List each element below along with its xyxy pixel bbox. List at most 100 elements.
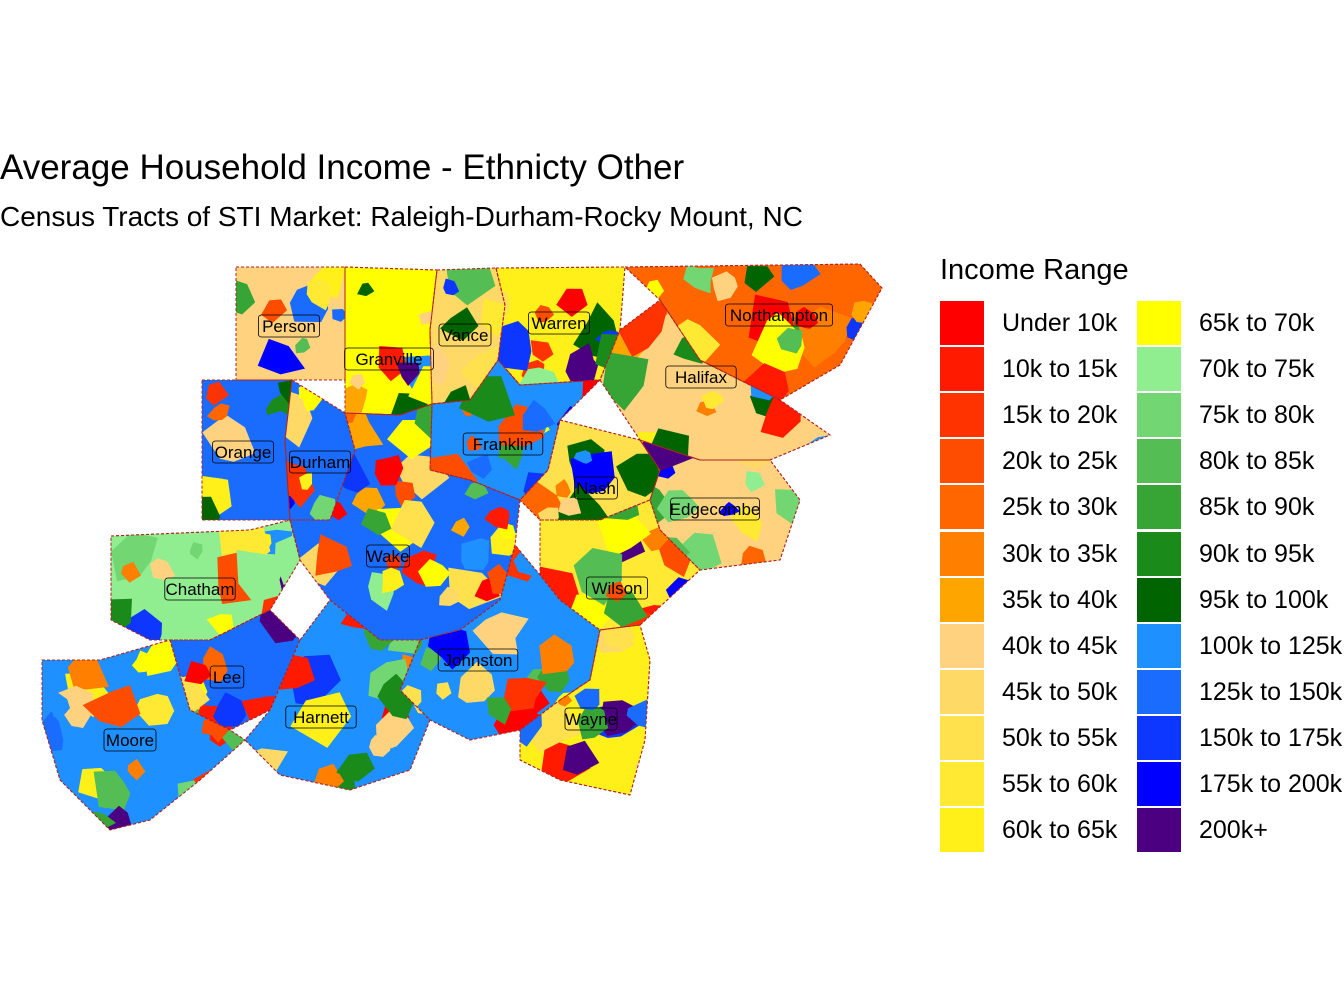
county-name: Northampton: [730, 306, 828, 325]
county-name: Durham: [290, 453, 350, 472]
census-tract: [570, 451, 615, 496]
census-tract: [522, 399, 556, 432]
legend-swatch: [1137, 715, 1181, 760]
census-tract: [562, 740, 600, 775]
legend-item: 15k to 20k: [940, 392, 1150, 438]
legend-label: 30k to 35k: [1002, 539, 1118, 568]
legend-label: 100k to 125k: [1199, 631, 1343, 660]
census-tract: [382, 567, 405, 594]
census-tract: [574, 688, 600, 711]
county-label-box: [366, 544, 410, 568]
county-boundary: [623, 263, 883, 401]
census-tract: [486, 697, 512, 725]
tract-group: [236, 267, 345, 375]
map-title: Average Household Income - Ethnicty Othe…: [0, 148, 685, 187]
legend-label: 175k to 200k: [1199, 770, 1343, 798]
county-label-box: [437, 648, 519, 672]
census-tract: [781, 264, 821, 290]
census-tract: [599, 700, 637, 737]
census-tract: [776, 327, 803, 354]
census-tract: [602, 352, 649, 411]
county-name: Edgecombe: [670, 500, 761, 519]
census-tract: [461, 538, 489, 571]
county-label: Chatham: [164, 577, 236, 601]
census-tract: [556, 288, 588, 317]
legend-swatch: [940, 485, 984, 530]
county-name: Franklin: [473, 435, 533, 454]
legend-label: 45k to 50k: [1002, 677, 1118, 706]
census-tract: [295, 337, 311, 354]
census-tract: [616, 453, 660, 497]
census-tract: [742, 363, 789, 400]
county-label: Johnston: [437, 648, 519, 672]
legend-label: 20k to 25k: [1002, 447, 1118, 476]
legend-swatch: [940, 393, 984, 438]
census-tract: [309, 494, 338, 520]
legend-title: Income Range: [940, 254, 1129, 286]
county-label-box: [285, 705, 357, 729]
county-name: Johnston: [444, 651, 513, 670]
county-boundary: [599, 299, 832, 461]
census-tract: [605, 581, 627, 602]
county-label: Harnett: [285, 705, 357, 729]
census-tract: [236, 277, 256, 315]
county-label: Wake: [366, 544, 410, 568]
legend-label: 40k to 45k: [1002, 631, 1118, 660]
county-boundary: [235, 266, 346, 381]
census-tract: [439, 586, 459, 606]
census-tract: [67, 651, 109, 690]
census-tract: [390, 500, 435, 548]
census-tract: [111, 598, 132, 631]
legend-item: 80k to 85k: [1137, 438, 1344, 484]
county-name: Warren: [531, 314, 586, 333]
county-boundary: [519, 624, 651, 796]
legend-item: 200k+: [1137, 807, 1344, 853]
county-boundary: [41, 639, 246, 831]
census-tract: [555, 479, 571, 498]
legend-item: 90k to 95k: [1137, 531, 1344, 577]
county-name: Chatham: [166, 580, 235, 599]
county-label-box: [344, 347, 434, 371]
census-tract: [700, 391, 724, 410]
legend-swatch: [940, 808, 984, 853]
legend-label: 55k to 60k: [1002, 770, 1118, 798]
legend-label: 90k to 95k: [1199, 539, 1315, 568]
legend-label: 60k to 65k: [1002, 816, 1118, 845]
legend-label: 25k to 30k: [1002, 493, 1118, 522]
county-label: Durham: [288, 450, 351, 474]
census-tract: [190, 542, 203, 560]
census-tract: [558, 497, 582, 516]
county-label: Granville: [344, 347, 434, 371]
census-tract: [315, 534, 352, 576]
census-tract: [351, 487, 386, 518]
census-tract: [794, 306, 819, 329]
legend-item: 10k to 15k: [940, 346, 1150, 392]
census-tract: [534, 305, 555, 323]
legend-swatch: [940, 669, 984, 714]
census-tract: [420, 647, 441, 672]
county-boundary: [638, 439, 801, 571]
census-tract: [127, 758, 146, 781]
census-tract: [202, 414, 256, 462]
county-label-box: [257, 314, 320, 338]
county-name: Orange: [215, 443, 272, 462]
map-subtitle: Census Tracts of STI Market: Raleigh-Dur…: [0, 201, 803, 232]
census-tract: [131, 650, 153, 673]
legend-swatch: [1137, 347, 1181, 392]
county-label-box: [528, 311, 591, 335]
legend-item: 100k to 125k: [1137, 623, 1344, 669]
census-tract: [849, 349, 882, 390]
census-tract: [443, 385, 471, 404]
county-name: Wayne: [565, 710, 617, 729]
census-tract: [775, 489, 800, 527]
census-tract: [97, 805, 132, 830]
legend-swatch: [1137, 531, 1181, 576]
census-tract: [654, 613, 690, 630]
census-tract: [236, 549, 278, 607]
county-name: Granville: [355, 350, 422, 369]
legend-item: 25k to 30k: [940, 484, 1150, 530]
county-label: Lee: [209, 665, 245, 689]
legend-item: 35k to 40k: [940, 577, 1150, 623]
census-tract: [712, 271, 738, 302]
legend-item: 20k to 25k: [940, 438, 1150, 484]
